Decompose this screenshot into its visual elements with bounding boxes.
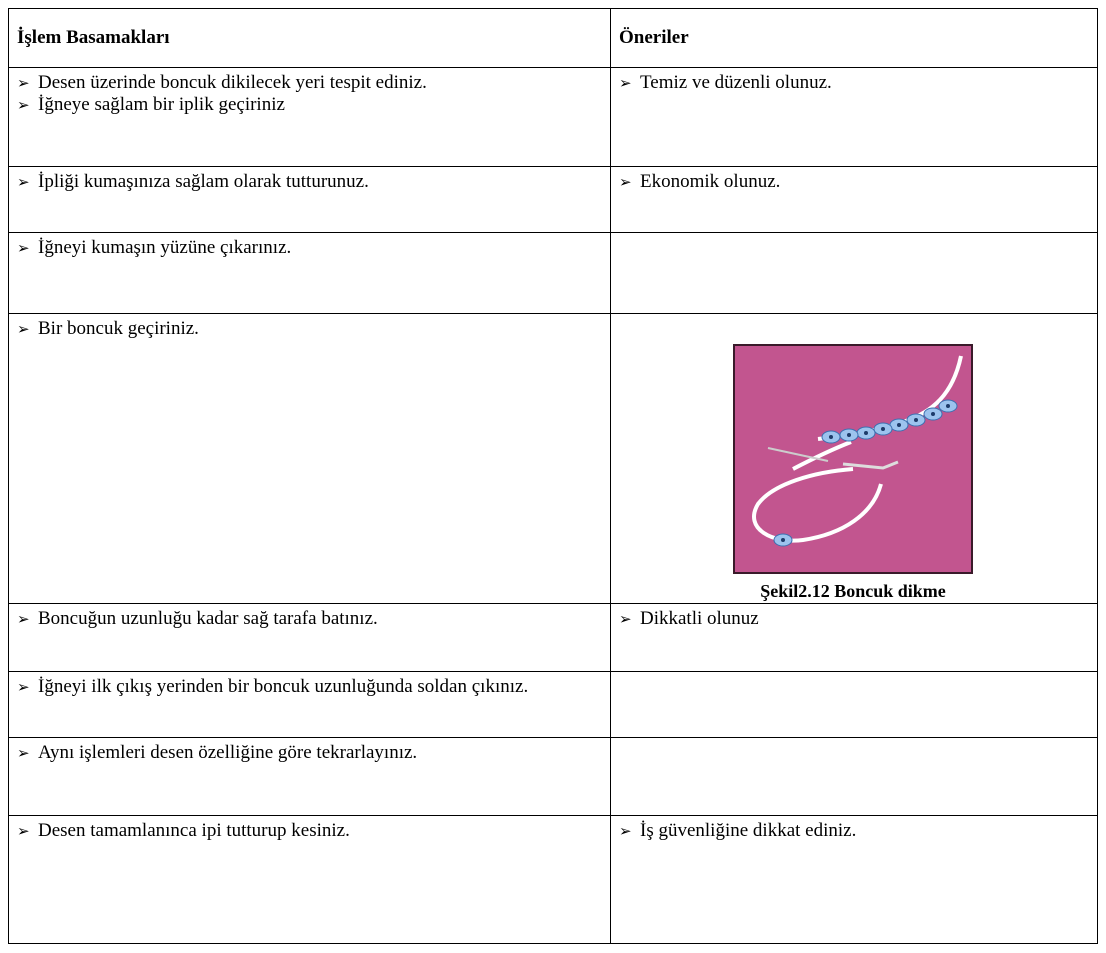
steps-table: İşlem Basamakları Öneriler Desen üzerind…	[8, 8, 1098, 944]
header-cell: Öneriler	[610, 8, 1098, 68]
bullet-item: İğneye sağlam bir iplik geçiriniz	[17, 94, 600, 116]
table-row: İğneyi ilk çıkış yerinden bir boncuk uzu…	[8, 671, 1098, 738]
table-cell: İğneyi ilk çıkış yerinden bir boncuk uzu…	[8, 671, 611, 738]
bullet-item: Bir boncuk geçiriniz.	[17, 318, 600, 340]
table-cell: Şekil2.12 Boncuk dikme	[610, 313, 1098, 604]
bullet-list: İpliği kumaşınıza sağlam olarak tutturun…	[17, 171, 600, 193]
table-row: Bir boncuk geçiriniz. Şekil2.12 Boncuk d…	[8, 313, 1098, 604]
bullet-list: Dikkatli olunuz	[619, 608, 1087, 630]
bullet-item: İpliği kumaşınıza sağlam olarak tutturun…	[17, 171, 600, 193]
bullet-item: Desen üzerinde boncuk dikilecek yeri tes…	[17, 72, 600, 94]
bullet-item: Dikkatli olunuz	[619, 608, 1087, 630]
bullet-item: Temiz ve düzenli olunuz.	[619, 72, 1087, 94]
bullet-item: Aynı işlemleri desen özelliğine göre tek…	[17, 742, 600, 764]
bullet-list: İş güvenliğine dikkat ediniz.	[619, 820, 1087, 842]
table-cell: Desen üzerinde boncuk dikilecek yeri tes…	[8, 67, 611, 167]
bullet-item: Boncuğun uzunluğu kadar sağ tarafa batın…	[17, 608, 600, 630]
bullet-list: Boncuğun uzunluğu kadar sağ tarafa batın…	[17, 608, 600, 630]
table-cell: İpliği kumaşınıza sağlam olarak tutturun…	[8, 166, 611, 233]
bullet-item: İğneyi kumaşın yüzüne çıkarınız.	[17, 237, 600, 259]
table-cell: Aynı işlemleri desen özelliğine göre tek…	[8, 737, 611, 816]
bullet-list: Aynı işlemleri desen özelliğine göre tek…	[17, 742, 600, 764]
table-row: İğneyi kumaşın yüzüne çıkarınız.	[8, 232, 1098, 314]
bullet-list: Temiz ve düzenli olunuz.	[619, 72, 1087, 94]
table-cell: Boncuğun uzunluğu kadar sağ tarafa batın…	[8, 603, 611, 672]
table-cell: İğneyi kumaşın yüzüne çıkarınız.	[8, 232, 611, 314]
figure: Şekil2.12 Boncuk dikme	[619, 344, 1087, 602]
bullet-list: İğneyi ilk çıkış yerinden bir boncuk uzu…	[17, 676, 600, 698]
table-cell: İş güvenliğine dikkat ediniz.	[610, 815, 1098, 944]
bullet-item: Desen tamamlanınca ipi tutturup kesiniz.	[17, 820, 600, 842]
table-cell: Dikkatli olunuz	[610, 603, 1098, 672]
bullet-list: Ekonomik olunuz.	[619, 171, 1087, 193]
bullet-list: İğneyi kumaşın yüzüne çıkarınız.	[17, 237, 600, 259]
table-row: Aynı işlemleri desen özelliğine göre tek…	[8, 737, 1098, 816]
bullet-item: İş güvenliğine dikkat ediniz.	[619, 820, 1087, 842]
table-cell	[610, 232, 1098, 314]
bullet-list: Bir boncuk geçiriniz.	[17, 318, 600, 340]
header-row: İşlem Basamakları Öneriler	[8, 8, 1098, 68]
table-row: Boncuğun uzunluğu kadar sağ tarafa batın…	[8, 603, 1098, 672]
figure-caption: Şekil2.12 Boncuk dikme	[760, 581, 946, 601]
table-cell: Temiz ve düzenli olunuz.	[610, 67, 1098, 167]
table-cell	[610, 671, 1098, 738]
table-cell	[610, 737, 1098, 816]
bullet-item: Ekonomik olunuz.	[619, 171, 1087, 193]
bead-illustration	[733, 344, 973, 574]
table-cell: Ekonomik olunuz.	[610, 166, 1098, 233]
bullet-item: İğneyi ilk çıkış yerinden bir boncuk uzu…	[17, 676, 600, 698]
header-cell: İşlem Basamakları	[8, 8, 611, 68]
table-cell: Desen tamamlanınca ipi tutturup kesiniz.	[8, 815, 611, 944]
table-row: Desen tamamlanınca ipi tutturup kesiniz.…	[8, 815, 1098, 944]
table-row: İpliği kumaşınıza sağlam olarak tutturun…	[8, 166, 1098, 233]
bullet-list: Desen tamamlanınca ipi tutturup kesiniz.	[17, 820, 600, 842]
table-row: Desen üzerinde boncuk dikilecek yeri tes…	[8, 67, 1098, 167]
bullet-list: Desen üzerinde boncuk dikilecek yeri tes…	[17, 72, 600, 116]
table-cell: Bir boncuk geçiriniz.	[8, 313, 611, 604]
